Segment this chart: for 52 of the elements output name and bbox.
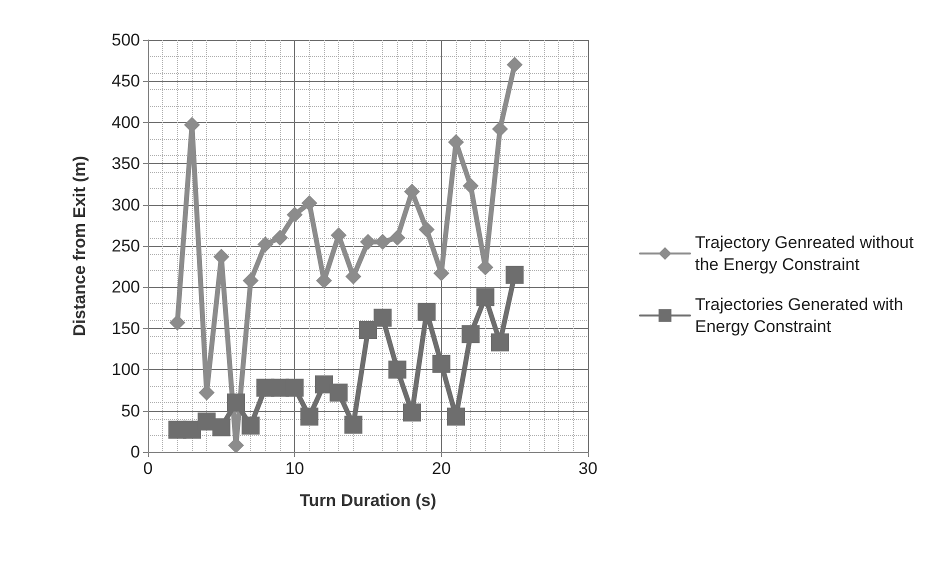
point xyxy=(506,266,524,284)
y-tick-label: 0 xyxy=(130,442,140,462)
x-tick-label: 30 xyxy=(578,459,598,478)
point xyxy=(242,272,259,289)
point xyxy=(388,360,406,379)
x-tick-label: 0 xyxy=(143,459,153,478)
y-tick-label: 350 xyxy=(112,154,140,174)
y-tick-label: 250 xyxy=(112,236,140,256)
y-tick-label: 450 xyxy=(112,72,140,91)
point xyxy=(300,408,318,426)
point xyxy=(286,206,303,223)
y-tick-label: 100 xyxy=(112,360,140,380)
point xyxy=(418,302,436,321)
point xyxy=(272,230,288,246)
point xyxy=(462,178,479,194)
point xyxy=(169,314,186,331)
point xyxy=(447,408,465,426)
y-tick-label: 300 xyxy=(112,195,140,214)
legend-label: Trajectory Genreated without the Energy Constraint xyxy=(695,233,918,274)
y-tick-label: 200 xyxy=(112,278,140,297)
point xyxy=(257,236,274,252)
x-tick-label: 10 xyxy=(285,459,304,478)
point xyxy=(389,230,406,246)
point xyxy=(330,227,347,244)
point xyxy=(506,56,523,73)
point xyxy=(301,195,318,212)
point xyxy=(403,403,421,422)
point xyxy=(462,325,480,344)
point xyxy=(491,333,509,352)
point xyxy=(432,354,450,373)
point xyxy=(360,234,376,250)
point xyxy=(242,416,260,435)
point xyxy=(344,416,362,434)
point xyxy=(492,120,508,137)
point xyxy=(227,394,245,412)
x-axis-title: Turn Duration (s) xyxy=(300,491,436,510)
point xyxy=(359,321,377,340)
legend-label: Trajectories Generated with Energy Constraint xyxy=(695,295,908,336)
point xyxy=(374,308,392,327)
point xyxy=(476,288,494,306)
y-tick-label: 500 xyxy=(112,30,140,50)
y-axis-title: Distance from Exit (m) xyxy=(70,156,89,336)
y-tick-label: 50 xyxy=(121,401,140,420)
y-tick-label: 150 xyxy=(112,318,140,338)
point xyxy=(330,384,348,402)
point xyxy=(212,418,230,436)
x-tick-label: 20 xyxy=(432,459,451,478)
point xyxy=(404,184,420,200)
point xyxy=(286,378,304,397)
point xyxy=(345,268,362,284)
y-tick-label: 400 xyxy=(112,112,140,132)
point xyxy=(418,222,435,238)
